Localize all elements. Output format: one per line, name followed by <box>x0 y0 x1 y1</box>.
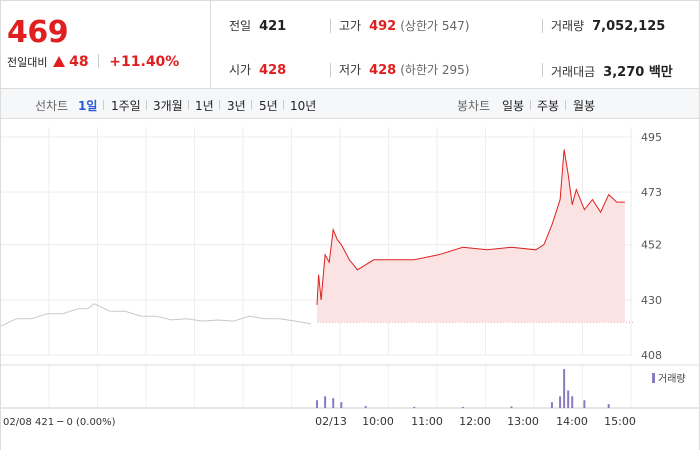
divider <box>146 100 147 110</box>
y-tick-label: 452 <box>641 239 662 252</box>
volume-legend-label: 거래량 <box>658 373 686 385</box>
up-triangle-icon <box>53 56 66 67</box>
stat-value: 428 <box>369 63 397 78</box>
period-5y[interactable]: 5년 <box>259 99 278 113</box>
divider <box>542 19 543 33</box>
divider <box>188 100 189 110</box>
divider <box>530 100 531 110</box>
stat-volume: 거래량 7,052,125 <box>551 17 665 34</box>
period-1d[interactable]: 1일 <box>78 99 98 113</box>
x-tick-label: 13:00 <box>507 415 539 428</box>
volume-bar <box>567 390 570 408</box>
stat-label: 전일 <box>229 19 252 33</box>
volume-bar <box>583 400 586 408</box>
stat-label: 저가 <box>339 63 362 77</box>
volume-bar <box>324 396 327 408</box>
divider <box>251 100 252 110</box>
stat-prev-close: 전일 421 <box>229 17 286 34</box>
y-tick-label: 430 <box>641 294 662 307</box>
change-label: 전일대비 <box>7 56 48 69</box>
stat-low: 저가 428 (하한가 295) <box>339 61 469 78</box>
line-chart-title: 선차트 <box>35 99 69 113</box>
divider <box>103 100 104 110</box>
volume-bar <box>559 396 562 408</box>
period-10y[interactable]: 10년 <box>290 99 317 113</box>
volume-bar <box>510 406 513 408</box>
period-3m[interactable]: 3개월 <box>153 99 183 113</box>
volume-bar <box>550 402 553 408</box>
stat-label: 시가 <box>229 63 252 77</box>
divider <box>565 100 566 110</box>
stat-open: 시가 428 <box>229 61 286 78</box>
x-tick-label: 14:00 <box>556 415 588 428</box>
stat-high: 고가 492 (상한가 547) <box>339 17 469 34</box>
volume-bar <box>413 406 416 408</box>
period-1w[interactable]: 1주일 <box>111 99 141 113</box>
volume-bar <box>461 406 464 408</box>
stat-value: 421 <box>259 19 287 34</box>
divider <box>330 19 331 33</box>
change-percent: +11.40% <box>109 54 180 70</box>
x-tick-label: 02/13 <box>315 415 347 428</box>
lower-limit: (하한가 295) <box>400 63 470 77</box>
price-line <box>316 149 625 305</box>
price-box: 469 전일대비 48 +11.40% <box>1 1 211 88</box>
stat-value: 428 <box>259 63 287 78</box>
price-area <box>317 149 625 323</box>
stat-label: 거래대금 <box>551 65 596 79</box>
y-tick-label: 495 <box>641 131 662 144</box>
change-value: 48 <box>69 54 89 70</box>
x-tick-label: 10:00 <box>362 415 394 428</box>
divider <box>219 100 220 110</box>
volume-bar <box>332 398 335 408</box>
period-3y[interactable]: 3년 <box>227 99 246 113</box>
candle-chart-title: 봉차트 <box>457 99 491 113</box>
y-tick-label: 408 <box>641 349 662 362</box>
divider <box>330 63 331 77</box>
y-tick-label: 473 <box>641 186 662 199</box>
volume-legend-swatch <box>652 373 655 383</box>
x-tick-label: 15:00 <box>604 415 636 428</box>
current-price: 469 <box>7 15 69 50</box>
quote-panel: 469 전일대비 48 +11.40% 전일 421 고가 492 (상한가 547)… <box>0 0 700 89</box>
upper-limit: (상한가 547) <box>400 19 470 33</box>
stat-label: 고가 <box>339 19 362 33</box>
candle-weekly[interactable]: 주봉 <box>537 99 560 113</box>
divider <box>98 54 100 68</box>
volume-bar <box>364 406 367 408</box>
volume-bar <box>316 400 318 408</box>
volume-bar <box>563 369 566 408</box>
change-row: 전일대비 48 +11.40% <box>7 54 179 70</box>
candle-monthly[interactable]: 월봉 <box>573 99 596 113</box>
stat-value: 3,270 백만 <box>603 65 673 80</box>
x-tick-label: 11:00 <box>411 415 443 428</box>
prev-day-line <box>0 303 312 327</box>
candle-daily[interactable]: 일봉 <box>502 99 525 113</box>
x-tick-label: 12:00 <box>459 415 491 428</box>
volume-bar <box>607 404 610 408</box>
volume-bar <box>571 396 574 408</box>
stat-amount: 거래대금 3,270 백만 <box>551 61 673 80</box>
divider <box>283 100 284 110</box>
period-1y[interactable]: 1년 <box>195 99 214 113</box>
price-chart: 495 473 452 430 408 거래량 02/13 10:00 11:00 12:00 13… <box>0 119 700 450</box>
volume-bar <box>340 402 343 408</box>
chart-period-toolbar: 선차트 1일 1주일 3개월 1년 3년 5년 10년 봉차트 일봉 주봉 월봉 <box>0 89 700 119</box>
divider <box>542 63 543 77</box>
prev-day-footer: 02/08 421 ─ 0 (0.00%) <box>3 417 116 428</box>
stat-value: 492 <box>369 19 397 34</box>
stat-label: 거래량 <box>551 19 585 33</box>
stat-value: 7,052,125 <box>592 19 666 34</box>
price-chart-svg: 495 473 452 430 408 거래량 02/13 10:00 11:00 12:00 13… <box>0 127 699 428</box>
